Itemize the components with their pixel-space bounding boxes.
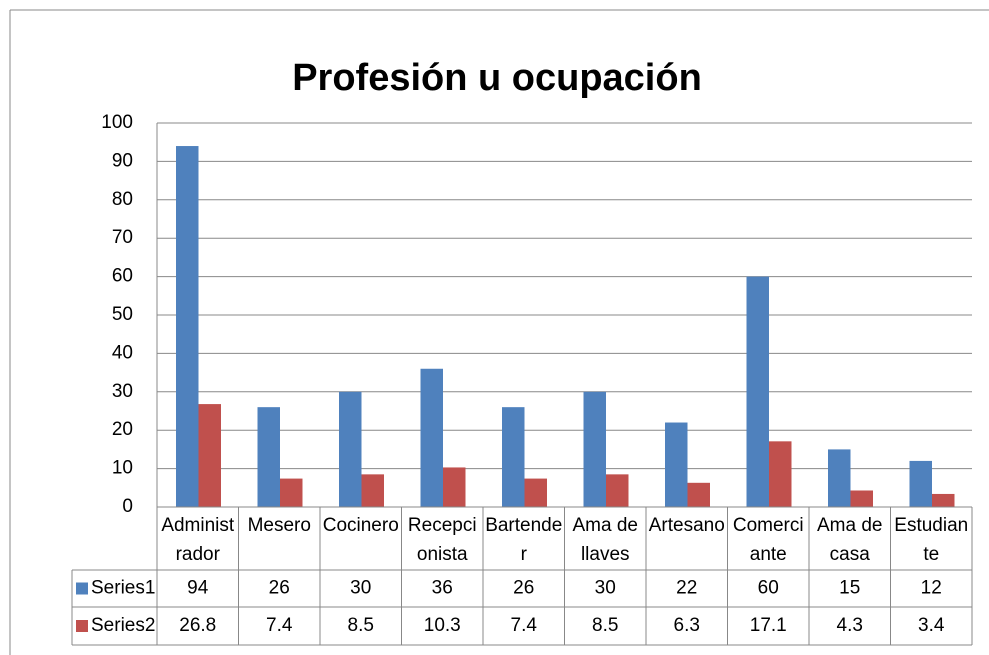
table-value: 26.8 [179, 615, 216, 636]
bar [606, 474, 629, 507]
table-value: 7.4 [266, 615, 293, 636]
legend-swatch [76, 582, 88, 595]
y-tick-label: 40 [112, 342, 133, 363]
table-value: 94 [187, 578, 209, 599]
bar [583, 391, 606, 507]
category-label: Mesero [247, 515, 311, 536]
category-label: Bartender [485, 515, 563, 565]
table-value: 12 [921, 578, 942, 599]
bar [420, 368, 443, 507]
table-value: 30 [350, 578, 371, 599]
y-tick-label: 50 [112, 304, 133, 325]
table-value: 15 [839, 578, 860, 599]
y-tick-label: 60 [112, 266, 133, 287]
bar [280, 478, 303, 507]
bar [257, 407, 280, 507]
table-value: 8.5 [592, 615, 618, 636]
bar [828, 449, 851, 507]
legend-swatch [76, 620, 88, 632]
bar [524, 478, 547, 507]
y-tick-label: 100 [101, 112, 133, 133]
bar [850, 490, 873, 507]
table-value: 22 [676, 578, 697, 599]
table-value: 26 [513, 578, 534, 599]
table-value: 6.3 [674, 615, 700, 636]
table-value: 3.4 [918, 615, 945, 636]
table-value: 8.5 [348, 615, 374, 636]
category-label: Estudiante [894, 515, 969, 565]
bar [361, 474, 384, 507]
bar [443, 467, 466, 507]
category-label: Administrador [161, 515, 235, 565]
bar [176, 146, 199, 508]
legend-label: Series2 [91, 615, 155, 636]
bar [769, 441, 792, 507]
legend-label: Series1 [91, 578, 155, 599]
category-label: Comerciante [732, 515, 804, 565]
bar [339, 391, 362, 507]
chart-title: Profesión u ocupación [292, 57, 702, 99]
y-tick-label: 30 [112, 381, 133, 402]
bar [687, 482, 710, 507]
y-tick-label: 10 [112, 458, 133, 479]
table-value: 4.3 [837, 615, 863, 636]
bar [665, 422, 688, 507]
category-label: Ama de casa [817, 515, 883, 565]
table-value: 60 [758, 578, 779, 599]
table-value: 7.4 [511, 615, 538, 636]
bar [932, 493, 955, 507]
table-value: 30 [595, 578, 616, 599]
table-value: 36 [432, 578, 453, 599]
bar [502, 407, 525, 507]
y-tick-label: 70 [112, 227, 133, 248]
y-tick-label: 0 [122, 496, 133, 517]
category-label: Ama de llaves [572, 515, 638, 565]
bar [746, 276, 769, 507]
category-label: Recepcionista [407, 515, 477, 565]
bar [909, 460, 932, 507]
category-label: Artesano [648, 515, 725, 536]
category-label: Cocinero [322, 515, 399, 536]
y-tick-label: 90 [112, 150, 133, 171]
y-tick-label: 20 [112, 419, 133, 440]
y-tick-label: 80 [112, 189, 133, 210]
bar [198, 404, 221, 507]
table-value: 17.1 [750, 615, 787, 636]
table-value: 10.3 [424, 615, 461, 636]
table-value: 26 [269, 578, 290, 599]
